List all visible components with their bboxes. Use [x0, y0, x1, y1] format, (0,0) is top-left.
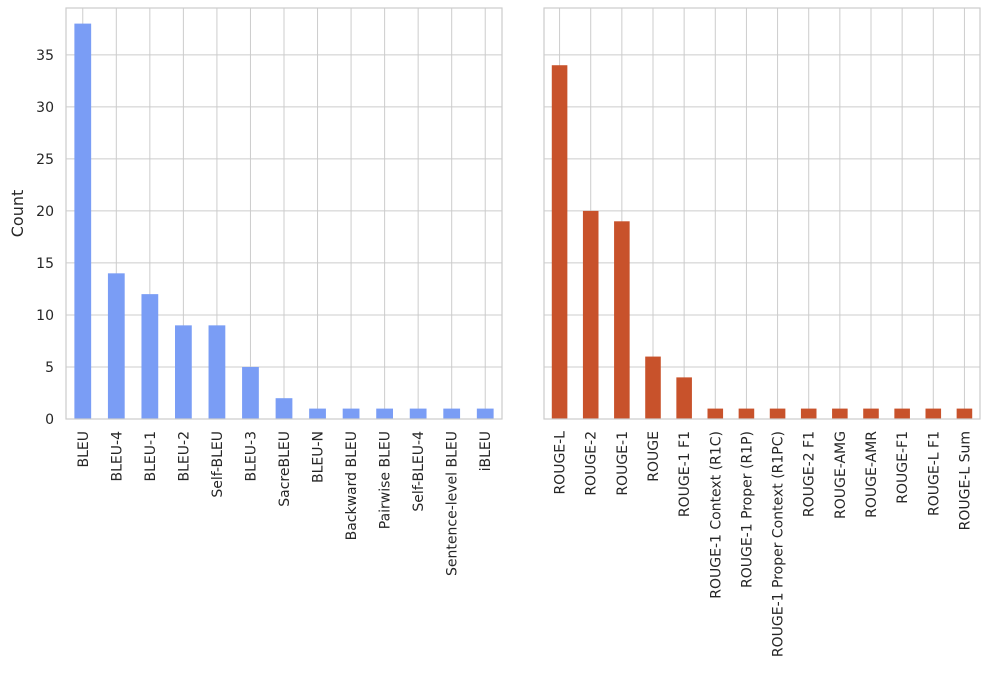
bar — [74, 23, 92, 419]
x-tick-label: ROUGE — [646, 431, 662, 482]
x-tick-label: BLEU-2 — [176, 431, 192, 481]
bar — [614, 221, 630, 419]
x-tick-label: ROUGE-1 — [615, 431, 631, 496]
y-axis-label: Count — [8, 190, 27, 238]
plot-frame — [65, 7, 503, 420]
y-tick-label: 0 — [45, 412, 54, 428]
bar — [800, 408, 817, 419]
bar — [769, 408, 786, 419]
x-tick-label: ROUGE-L — [553, 431, 569, 495]
bar — [832, 408, 848, 419]
x-tick-label: Self-BLEU — [210, 431, 226, 498]
bar — [275, 398, 293, 419]
x-tick-label: SacreBLEU — [277, 431, 293, 507]
x-tick-label: BLEU-4 — [109, 431, 125, 482]
x-tick-label: ROUGE-1 Proper (R1P) — [739, 431, 755, 588]
y-tick-label: 5 — [45, 360, 54, 376]
bar — [376, 408, 393, 419]
x-tick-label: ROUGE-1 F1 — [677, 431, 693, 517]
bar — [551, 65, 568, 420]
bar — [645, 356, 661, 419]
chart-panel-1: BLEU BLEU-4 BLEU-1 BLEU-2 Self-BLEU BLEU-3 Sac… — [8, 7, 503, 576]
bar — [925, 408, 942, 419]
x-tick-label: Pairwise BLEU — [378, 431, 394, 529]
x-tick-label: Sentence-level BLEU — [445, 431, 461, 576]
bar — [894, 408, 910, 419]
x-tick-label: BLEU — [76, 431, 92, 468]
x-tick-label: ROUGE-AMG — [833, 431, 849, 519]
x-tick-label: iBLEU — [478, 431, 494, 471]
x-tick-label: ROUGE-1 Proper Context (R1PC) — [771, 431, 787, 657]
x-tick-label: ROUGE-1 Context (R1C) — [708, 431, 724, 599]
y-tick-label: 30 — [36, 100, 54, 116]
y-tick-label: 35 — [36, 48, 54, 64]
chart-panel-2: ROUGE-L ROUGE-2 ROUGE-1 ROUGE ROUGE-1 F1 ROUG… — [543, 7, 981, 657]
y-tick-label: 20 — [36, 204, 54, 220]
bar — [476, 408, 494, 419]
bar — [409, 408, 427, 419]
bar — [676, 377, 692, 419]
bar — [956, 408, 973, 419]
bar — [141, 294, 159, 419]
bar — [208, 325, 226, 419]
x-tick-label: ROUGE-F1 — [895, 431, 911, 504]
bar — [707, 408, 724, 419]
bar — [738, 408, 755, 419]
x-tick-label: ROUGE-L Sum — [957, 431, 973, 530]
plot-frame — [543, 7, 981, 420]
x-tick-label: BLEU-N — [311, 431, 327, 483]
x-tick-label: Backward BLEU — [344, 431, 360, 540]
bar — [342, 408, 360, 419]
x-tick-label: ROUGE-L F1 — [926, 431, 942, 516]
bar — [443, 408, 461, 419]
y-tick-label: 25 — [36, 152, 54, 168]
bar — [582, 210, 599, 419]
x-tick-label: ROUGE-2 F1 — [802, 431, 818, 517]
y-tick-label: 10 — [36, 308, 54, 324]
x-tick-label: BLEU-1 — [143, 431, 159, 481]
bar — [242, 366, 259, 419]
x-tick-label: ROUGE-AMR — [864, 431, 880, 518]
bar — [107, 273, 125, 419]
bar — [863, 408, 879, 419]
x-tick-label: BLEU-3 — [243, 431, 259, 481]
bar — [309, 408, 326, 419]
x-tick-label: Self-BLEU-4 — [411, 431, 427, 512]
x-tick-label: ROUGE-2 — [584, 431, 600, 496]
y-tick-label: 15 — [36, 256, 54, 272]
bar — [175, 325, 192, 419]
